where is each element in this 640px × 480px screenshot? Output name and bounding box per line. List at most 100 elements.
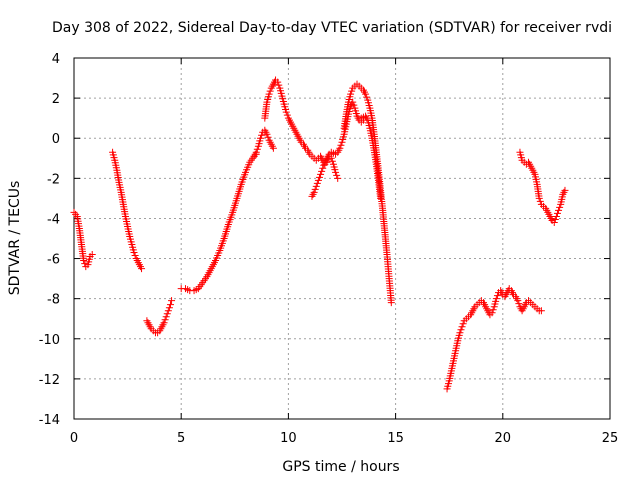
data-point [348, 87, 356, 95]
data-point [536, 197, 544, 205]
data-point [264, 133, 272, 141]
data-point [161, 316, 169, 324]
y-tick-label: -14 [39, 413, 60, 428]
data-point [362, 90, 370, 98]
series-segment-5 [250, 126, 277, 160]
data-point [265, 90, 273, 98]
data-point [456, 329, 464, 337]
data-point [317, 170, 325, 178]
data-point [377, 194, 385, 202]
data-point [138, 265, 146, 273]
y-tick-label: -4 [47, 212, 60, 227]
series-segment-11 [516, 148, 569, 226]
data-point [492, 295, 500, 303]
series-segment-6 [261, 76, 342, 182]
data-point [337, 141, 345, 149]
data-point [160, 319, 168, 327]
data-point [311, 185, 319, 193]
x-axis-label: GPS time / hours [282, 459, 399, 475]
data-point [350, 101, 358, 109]
data-series [70, 76, 569, 393]
data-point [315, 173, 323, 181]
data-point [252, 148, 260, 156]
data-point [165, 304, 173, 312]
x-tick-labels: 0 5 10 15 20 25 [70, 431, 618, 446]
data-point [80, 257, 88, 265]
data-point [310, 188, 318, 196]
y-tick-labels: -14 -12 -10 -8 -6 -4 -2 0 2 4 [39, 52, 60, 428]
data-point [274, 78, 282, 86]
data-point [488, 309, 496, 317]
data-point [556, 203, 564, 211]
data-point [515, 300, 523, 308]
series-segment-8 [340, 80, 395, 307]
data-point [552, 212, 560, 220]
data-point [333, 171, 341, 179]
data-point [162, 313, 170, 321]
x-tick-label: 10 [280, 431, 297, 446]
x-tick-label: 0 [70, 431, 78, 446]
data-point [266, 87, 274, 95]
series-segment-1 [70, 208, 96, 271]
series-segment-4 [177, 150, 260, 295]
y-tick-label: 2 [52, 92, 60, 107]
data-point [81, 260, 89, 268]
data-point [258, 131, 266, 139]
data-point [320, 161, 328, 169]
data-point [550, 218, 558, 226]
data-point [489, 306, 497, 314]
data-point [314, 176, 322, 184]
data-point [334, 174, 342, 182]
data-point [319, 164, 327, 172]
x-tick-label: 25 [602, 431, 619, 446]
data-point [514, 297, 522, 305]
y-axis-label: SDTVAR / TECUs [7, 181, 23, 296]
series-segment-2 [109, 148, 146, 273]
data-point [166, 301, 174, 309]
data-point [257, 134, 265, 142]
y-tick-label: -6 [47, 253, 60, 268]
data-point [283, 111, 291, 119]
grid [74, 58, 610, 419]
y-tick-label: -2 [47, 172, 60, 187]
x-tick-label: 15 [387, 431, 404, 446]
data-point [363, 93, 371, 101]
data-point [493, 292, 501, 300]
data-point [313, 179, 321, 187]
data-point [458, 323, 466, 331]
y-tick-label: 4 [52, 52, 60, 67]
data-point [332, 168, 340, 176]
data-point [88, 251, 96, 259]
y-tick-label: 0 [52, 132, 60, 147]
chart-title: Day 308 of 2022, Sidereal Day-to-day VTE… [52, 20, 612, 36]
data-point [537, 307, 545, 315]
data-point [130, 249, 138, 257]
data-point [336, 144, 344, 152]
axis-ticks [73, 57, 611, 420]
data-point [312, 182, 320, 190]
data-point [457, 326, 465, 334]
data-point [553, 209, 561, 217]
data-point [164, 307, 172, 315]
x-tick-label: 20 [495, 431, 512, 446]
data-point [275, 81, 283, 89]
data-point [328, 157, 336, 165]
data-point [551, 215, 559, 223]
data-point [387, 299, 395, 307]
data-point [163, 310, 171, 318]
x-tick-label: 5 [177, 431, 185, 446]
series-segment-3 [143, 297, 176, 337]
series-segment-10 [443, 285, 545, 393]
y-tick-label: -8 [47, 293, 60, 308]
y-tick-label: -12 [39, 373, 60, 388]
series-segment-7 [308, 98, 367, 200]
data-point [253, 145, 261, 153]
data-point [555, 206, 563, 214]
data-point [269, 144, 277, 152]
data-point [263, 130, 271, 138]
plot-frame [73, 57, 611, 420]
data-point [561, 186, 569, 194]
data-point [347, 90, 355, 98]
data-point [318, 167, 326, 175]
